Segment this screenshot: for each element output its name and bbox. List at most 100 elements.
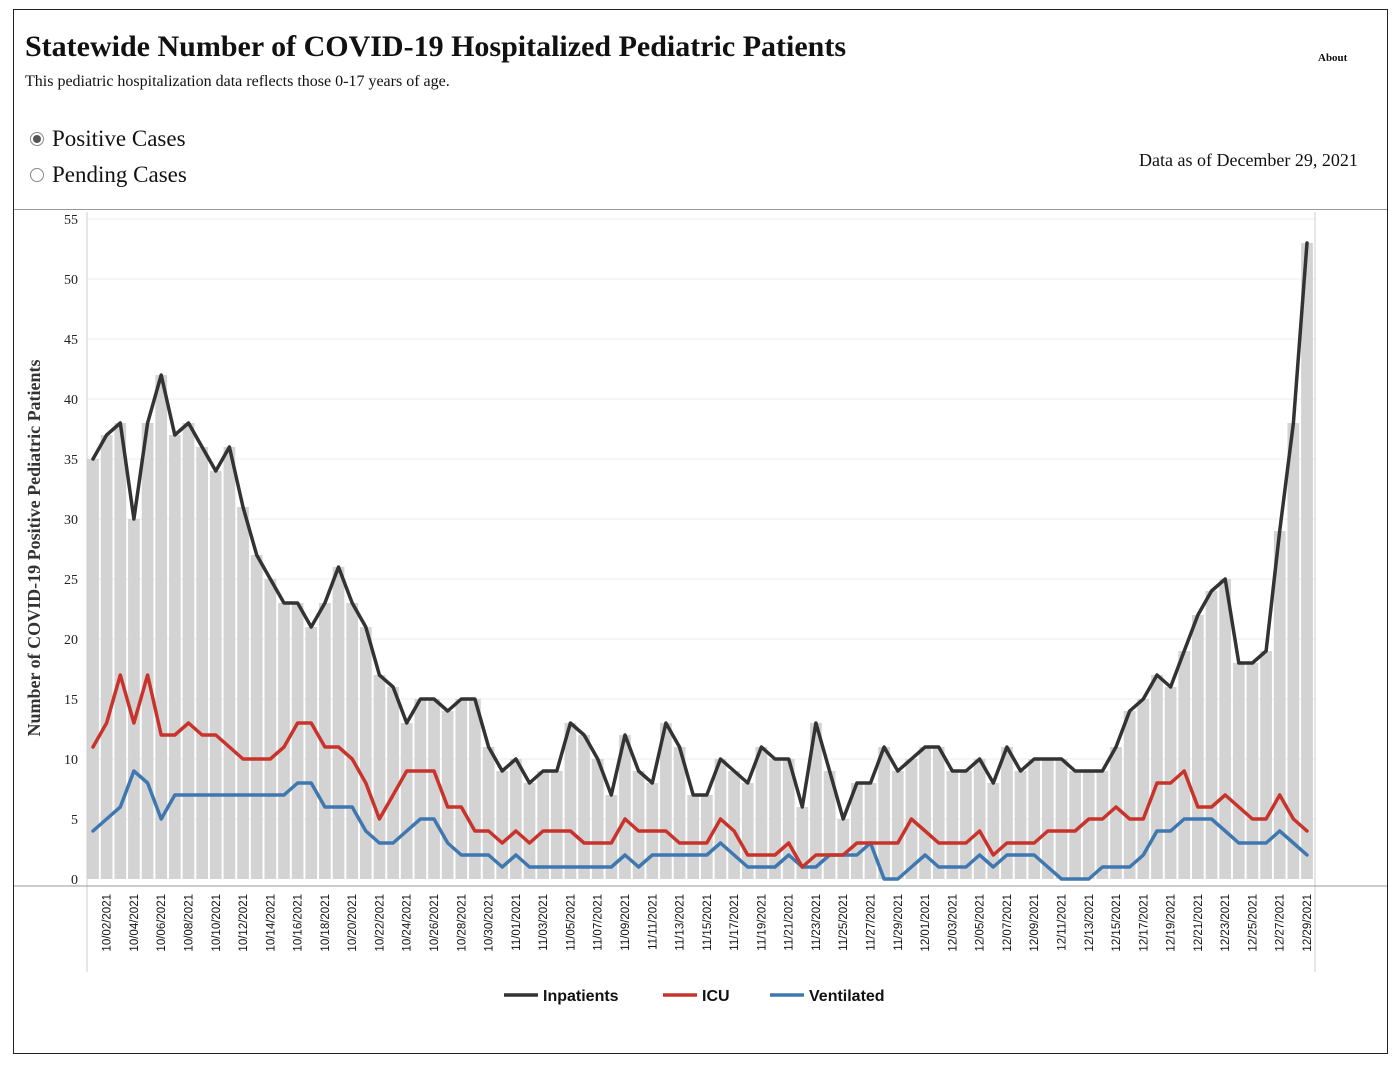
inpatient-bar[interactable] [278, 603, 290, 879]
inpatient-bar[interactable] [1055, 759, 1068, 879]
inpatient-bar[interactable] [932, 747, 945, 879]
inpatient-bar[interactable] [960, 771, 972, 879]
inpatient-bar[interactable] [660, 723, 672, 879]
inpatient-bar[interactable] [359, 627, 372, 879]
radio-unselected-icon[interactable] [30, 168, 44, 182]
inpatient-bar[interactable] [973, 759, 986, 879]
inpatient-bar[interactable] [537, 771, 550, 879]
inpatient-bar[interactable] [237, 507, 249, 879]
inpatient-bar[interactable] [728, 771, 740, 879]
inpatient-bar[interactable] [250, 555, 263, 879]
inpatient-bar[interactable] [332, 567, 345, 879]
inpatient-bar[interactable] [1219, 579, 1232, 879]
inpatient-bar[interactable] [523, 783, 536, 879]
inpatient-bar[interactable] [1273, 531, 1286, 879]
inpatient-bar[interactable] [1069, 771, 1081, 879]
inpatient-bar[interactable] [823, 771, 836, 879]
inpatient-bar[interactable] [87, 459, 99, 879]
inpatient-bar[interactable] [578, 735, 590, 879]
inpatient-bar[interactable] [1246, 663, 1259, 879]
inpatient-bar[interactable] [1178, 651, 1191, 879]
inpatient-bar[interactable] [441, 711, 454, 879]
inpatient-bar[interactable] [741, 783, 754, 879]
x-tick-label: 10/10/2021 [211, 894, 223, 952]
inpatient-bar[interactable] [1028, 759, 1041, 879]
inpatient-bar[interactable] [155, 375, 168, 879]
about-link[interactable]: About [1318, 52, 1348, 64]
inpatient-bar[interactable] [1137, 699, 1150, 879]
inpatient-bar[interactable] [550, 771, 563, 879]
inpatients-line[interactable] [91, 241, 1309, 821]
inpatient-bar[interactable] [687, 795, 700, 879]
icu-line[interactable] [91, 673, 1309, 869]
pending-cases-option[interactable]: Pending Cases [30, 162, 187, 188]
inpatient-bar[interactable] [455, 699, 468, 879]
inpatient-bar[interactable] [1110, 747, 1122, 879]
inpatient-bar[interactable] [469, 699, 481, 879]
inpatient-bar[interactable] [1001, 747, 1013, 879]
inpatient-bar[interactable] [1041, 759, 1054, 879]
radio-selected-icon[interactable] [30, 132, 44, 146]
inpatient-bar[interactable] [496, 771, 509, 879]
inpatient-bar[interactable] [509, 759, 522, 879]
inpatient-bar[interactable] [428, 699, 440, 879]
inpatient-bar[interactable] [605, 795, 618, 879]
legend-label[interactable]: Ventilated [809, 988, 885, 1005]
inpatient-bar[interactable] [755, 747, 768, 879]
inpatient-bar[interactable] [1287, 423, 1300, 879]
legend-label[interactable]: ICU [702, 988, 730, 1005]
inpatient-bar[interactable] [1232, 663, 1245, 879]
inpatient-bar[interactable] [1151, 675, 1163, 879]
inpatient-bar[interactable] [373, 675, 386, 879]
inpatient-bar[interactable] [100, 435, 113, 879]
inpatient-bar[interactable] [782, 759, 795, 879]
inpatient-bar[interactable] [632, 771, 645, 879]
inpatient-bar[interactable] [128, 519, 140, 879]
inpatient-bar[interactable] [291, 603, 304, 879]
inpatient-bar[interactable] [769, 759, 781, 879]
y-axis-ticks: 0 5 10 15 20 25 30 35 40 45 50 55 [64, 213, 78, 888]
inpatient-bar[interactable] [141, 423, 154, 879]
inpatient-bar[interactable] [1205, 591, 1218, 879]
inpatient-bar[interactable] [114, 423, 127, 879]
inpatient-bar[interactable] [1192, 615, 1204, 879]
inpatient-bar[interactable] [878, 747, 891, 879]
inpatient-bar[interactable] [700, 795, 713, 879]
inpatient-bar[interactable] [168, 435, 181, 879]
inpatient-bar[interactable] [414, 699, 427, 879]
inpatient-bar[interactable] [810, 723, 822, 879]
inpatient-bar[interactable] [209, 471, 222, 879]
inpatient-bar[interactable] [387, 687, 399, 879]
inpatient-bar[interactable] [591, 759, 604, 879]
inpatient-bar[interactable] [837, 819, 850, 879]
inpatient-bar[interactable] [196, 447, 208, 879]
inpatient-bar[interactable] [891, 771, 904, 879]
inpatient-bar[interactable] [305, 627, 318, 879]
legend-label[interactable]: Inpatients [543, 988, 619, 1005]
inpatient-bar[interactable] [400, 723, 413, 879]
inpatient-bar[interactable] [564, 723, 577, 879]
inpatient-bar[interactable] [919, 747, 931, 879]
inpatient-bar[interactable] [946, 771, 959, 879]
inpatient-bar[interactable] [1123, 711, 1136, 879]
inpatient-bar[interactable] [796, 807, 809, 879]
inpatient-bar[interactable] [223, 447, 236, 879]
inpatient-bar[interactable] [1082, 771, 1095, 879]
inpatient-bar[interactable] [182, 423, 195, 879]
inpatient-bar[interactable] [619, 735, 631, 879]
inpatient-bar[interactable] [264, 579, 277, 879]
y-tick-label: 50 [64, 273, 78, 288]
inpatient-bar[interactable] [346, 603, 359, 879]
inpatient-bar[interactable] [673, 747, 686, 879]
ventilated-line[interactable] [91, 769, 1309, 881]
inpatient-bar[interactable] [1096, 771, 1109, 879]
inpatient-bar[interactable] [850, 783, 863, 879]
inpatient-bar[interactable] [1260, 651, 1272, 879]
inpatient-bar[interactable] [1301, 243, 1313, 879]
inpatient-bar[interactable] [987, 783, 1000, 879]
inpatient-bar[interactable] [864, 783, 877, 879]
inpatient-bar[interactable] [1014, 771, 1027, 879]
inpatient-bar[interactable] [319, 603, 331, 879]
positive-cases-option[interactable]: Positive Cases [30, 126, 186, 152]
inpatient-bar[interactable] [482, 747, 495, 879]
